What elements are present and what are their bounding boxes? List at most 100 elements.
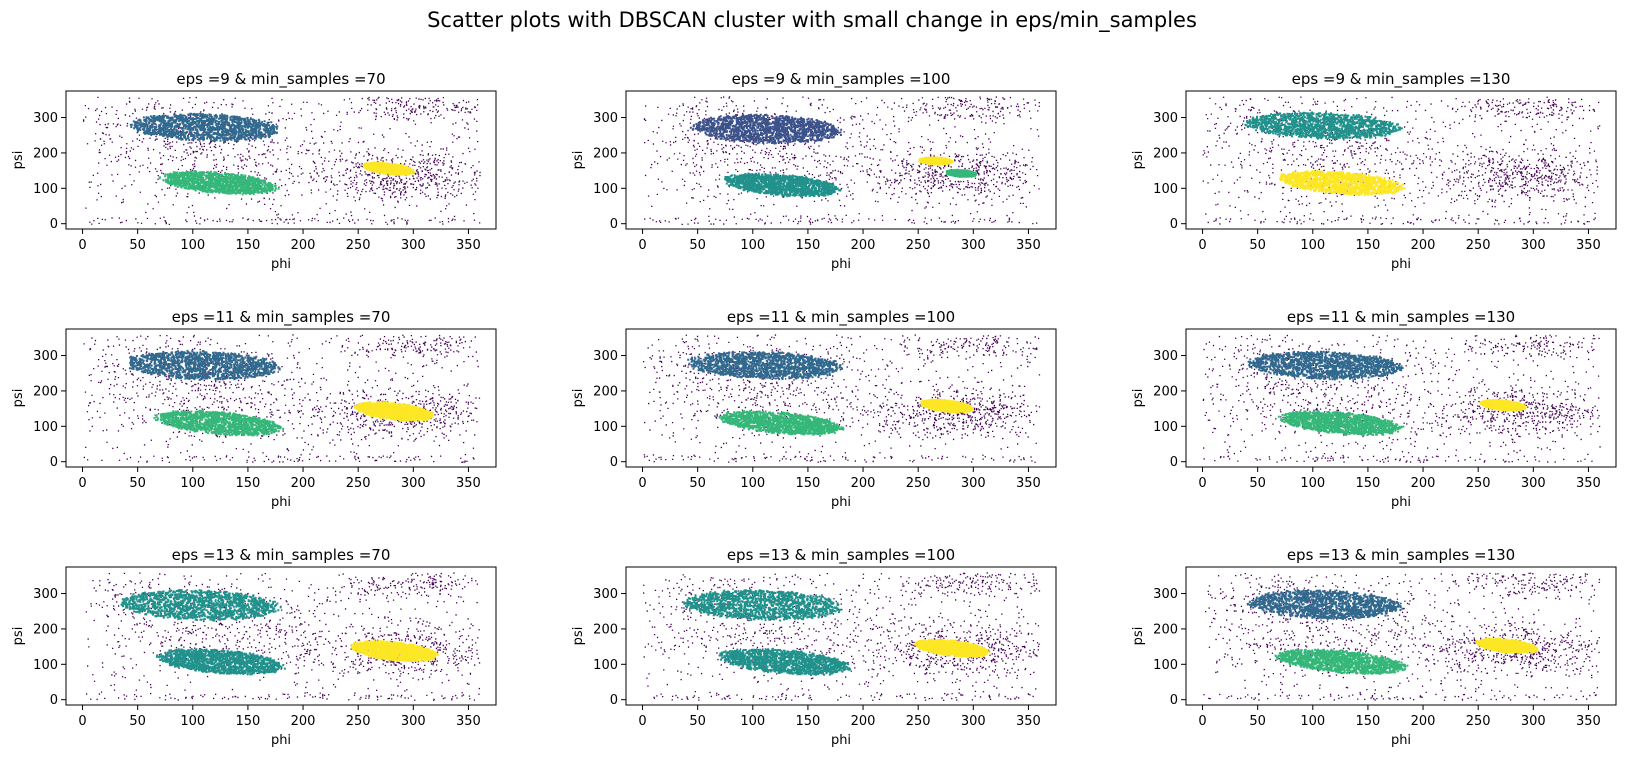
x-axis-label: phi	[831, 733, 851, 748]
x-tick-label: 350	[1016, 714, 1041, 729]
x-tick-label: 200	[291, 714, 316, 729]
x-tick-label: 50	[129, 476, 146, 491]
x-tick-label: 100	[740, 476, 765, 491]
x-tick-label: 350	[1576, 476, 1601, 491]
y-tick-label: 100	[1153, 420, 1178, 435]
cluster-1-points	[682, 589, 842, 622]
x-tick-label: 100	[1300, 714, 1325, 729]
subplot-title: eps =11 & min_samples =70	[172, 308, 391, 327]
subplot-1: eps =9 & min_samples =70 0 50 100 150 200 250 3…	[11, 70, 497, 272]
x-tick-label: 50	[689, 238, 706, 253]
subplot-2: eps =9 & min_samples =100 0 50 100 150 200 250…	[571, 70, 1057, 272]
subplot-title: eps =13 & min_samples =100	[727, 546, 955, 565]
y-tick-label: 200	[33, 622, 58, 637]
y-tick-label: 200	[1153, 146, 1178, 161]
x-tick-label: 350	[1576, 238, 1601, 253]
scatter-points	[1203, 572, 1601, 701]
x-tick-label: 350	[456, 714, 481, 729]
y-tick-label: 100	[593, 420, 618, 435]
cluster-1-points	[1247, 350, 1404, 381]
subplot-7: eps =13 & min_samples =70 0 50 100 150 200 250…	[11, 546, 497, 748]
scatter-points	[643, 334, 1041, 463]
scatter-points	[643, 572, 1041, 701]
y-tick-label: 200	[593, 146, 618, 161]
x-tick-label: 200	[1411, 476, 1436, 491]
y-tick-label: 300	[1153, 587, 1178, 602]
cluster-1-points	[687, 350, 843, 381]
x-tick-label: 250	[346, 238, 371, 253]
y-tick-label: 100	[33, 420, 58, 435]
x-tick-label: 0	[1198, 714, 1206, 729]
x-tick-label: 250	[346, 476, 371, 491]
cluster-2-points	[724, 172, 842, 198]
cluster-3-points	[920, 398, 974, 414]
x-axis-label: phi	[1391, 257, 1411, 272]
cluster-3-points	[353, 401, 434, 422]
axes-frame	[65, 566, 497, 706]
noise-points	[1202, 334, 1601, 463]
noise-points	[643, 334, 1041, 463]
y-tick-label: 0	[610, 217, 618, 232]
x-tick-label: 250	[906, 238, 931, 253]
y-tick-label: 200	[1153, 622, 1178, 637]
x-tick-label: 150	[236, 476, 261, 491]
noise-points	[643, 96, 1040, 225]
y-tick-label: 100	[593, 658, 618, 673]
y-tick-label: 300	[33, 349, 58, 364]
x-axis-label: phi	[1391, 733, 1411, 748]
noise-points	[643, 572, 1041, 701]
x-tick-label: 250	[906, 476, 931, 491]
y-tick-label: 100	[1153, 182, 1178, 197]
x-tick-label: 250	[1466, 476, 1491, 491]
scatter-points	[82, 96, 481, 225]
x-tick-label: 350	[456, 476, 481, 491]
x-tick-label: 200	[851, 238, 876, 253]
x-tick-label: 350	[1576, 714, 1601, 729]
x-tick-label: 350	[456, 238, 481, 253]
x-tick-label: 0	[1198, 238, 1206, 253]
noise-points	[1203, 572, 1601, 701]
x-tick-label: 50	[129, 238, 146, 253]
axes-frame	[65, 328, 497, 468]
cluster-2-points	[1279, 170, 1406, 196]
cluster-2-points	[718, 410, 845, 436]
y-tick-label: 300	[1153, 111, 1178, 126]
scatter-points	[85, 572, 481, 701]
x-axis-label: phi	[271, 495, 291, 510]
x-tick-label: 0	[78, 714, 86, 729]
axes-frame	[1185, 90, 1617, 230]
x-tick-label: 150	[796, 714, 821, 729]
cluster-3-points	[914, 638, 991, 658]
cluster-3-points	[350, 640, 439, 663]
x-tick-label: 0	[78, 476, 86, 491]
y-axis-label: psi	[571, 151, 586, 170]
cluster-4-points	[945, 168, 978, 178]
x-tick-label: 150	[1356, 476, 1381, 491]
x-tick-label: 100	[740, 714, 765, 729]
subplot-title: eps =9 & min_samples =100	[732, 70, 951, 89]
subplot-6: eps =11 & min_samples =130 0 50 100 150 200 25…	[1131, 308, 1617, 510]
x-axis-label: phi	[831, 257, 851, 272]
cluster-1-points	[128, 349, 281, 381]
subplot-title: eps =9 & min_samples =70	[176, 70, 385, 89]
axes-frame	[625, 566, 1057, 706]
y-tick-label: 100	[33, 658, 58, 673]
y-tick-label: 300	[33, 587, 58, 602]
y-axis-label: psi	[571, 389, 586, 408]
cluster-2-points	[1274, 648, 1409, 675]
cluster-1-points	[689, 113, 843, 145]
noise-points	[82, 96, 481, 225]
subplot-title: eps =11 & min_samples =130	[1287, 308, 1515, 327]
subplot-5: eps =11 & min_samples =100 0 50 100 150 200 25…	[571, 308, 1057, 510]
y-tick-label: 0	[50, 693, 58, 708]
axes-frame	[625, 90, 1057, 230]
x-tick-label: 100	[1300, 238, 1325, 253]
x-tick-label: 0	[638, 238, 646, 253]
subplot-4: eps =11 & min_samples =70 0 50 100 150 200 250…	[11, 308, 497, 510]
scatter-points	[643, 96, 1040, 225]
x-tick-label: 50	[129, 714, 146, 729]
x-tick-label: 200	[1411, 714, 1436, 729]
y-tick-label: 300	[593, 349, 618, 364]
x-tick-label: 150	[1356, 714, 1381, 729]
